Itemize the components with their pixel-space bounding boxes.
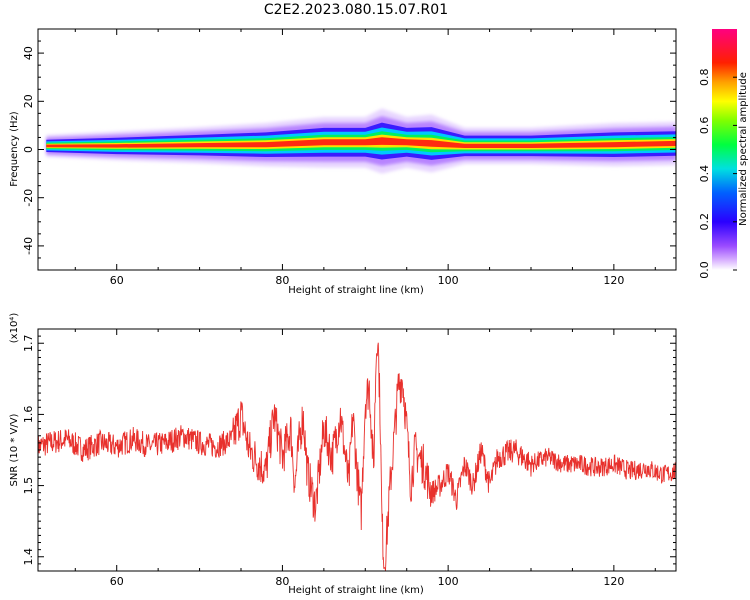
snr-panel: 60 80 100 120 1.4 1.5 1.6 1.7 Height of straigh… [9,313,677,596]
signal-band-layer-6 [46,137,676,148]
y-tick-label: -40 [22,237,35,255]
colorbar-label: Normalized spectral amplitude [738,72,749,226]
colorbar-tick-label: 0.2 [698,213,711,231]
y-tick-label: 1.6 [22,406,35,424]
x-tick-label: 80 [275,274,289,287]
colorbar-tick-label: 0.4 [698,165,711,183]
y-tick-label: 0 [22,146,35,153]
snr-series [38,342,676,571]
snr-y-multiplier: (x10⁴) [9,313,20,344]
colorbar-tick-label: 0.6 [698,117,711,134]
x-tick-label: 100 [438,575,459,588]
y-tick-label: 40 [22,46,35,60]
spectrogram-y-axis-label: Frequency (Hz) [9,111,20,187]
snr-plot-area [38,329,676,571]
y-tick-label: 20 [22,94,35,108]
snr-y-axis-label: SNR (10 * V/V) [9,413,20,486]
colorbar: 0.0 0.2 0.4 0.6 0.8 Normalized spectral ampl… [698,29,749,279]
spectrogram-signal-band [46,108,676,174]
y-tick-label: 1.4 [22,548,35,566]
x-tick-label: 60 [110,575,124,588]
colorbar-gradient [712,29,737,270]
spectrogram-frame [37,28,677,271]
y-tick-label: -20 [22,189,35,207]
colorbar-tick-label: 0.0 [698,261,711,279]
spectrogram-x-axis-label: Height of straight line (km) [288,285,424,296]
y-tick-label: 1.5 [22,477,35,495]
spectrogram-ticks: 60 80 100 120 -40 -20 0 20 40 [22,28,676,287]
y-tick-label: 1.7 [22,334,35,352]
x-tick-label: 120 [603,274,624,287]
chart-title: C2E2.2023.080.15.07.R01 [264,2,448,18]
snr-frame [37,328,677,572]
colorbar-tick-label: 0.8 [698,68,711,86]
spectrogram-panel: 60 80 100 120 -40 -20 0 20 40 Height of straight… [9,28,677,296]
x-tick-label: 100 [438,274,459,287]
snr-line [38,342,676,571]
x-tick-label: 60 [110,274,124,287]
colorbar-ticks: 0.0 0.2 0.4 0.6 0.8 [698,68,737,279]
snr-x-axis-label: Height of straight line (km) [288,585,424,596]
snr-ticks: 60 80 100 120 1.4 1.5 1.6 1.7 [22,328,676,588]
x-tick-label: 80 [275,575,289,588]
x-tick-label: 120 [603,575,624,588]
